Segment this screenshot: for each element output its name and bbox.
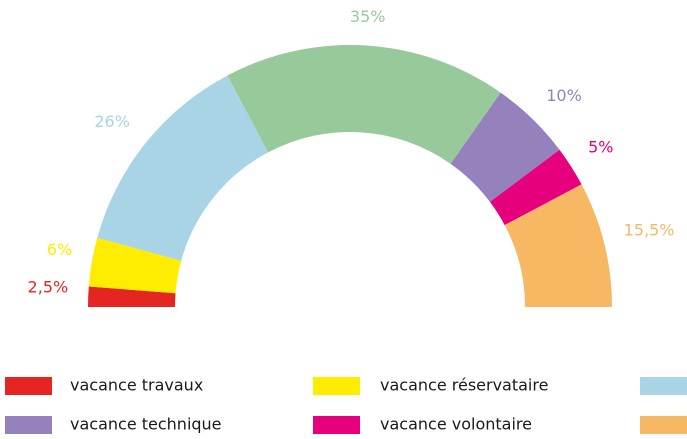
segment — [504, 184, 612, 307]
value-label: 5% — [588, 137, 613, 156]
value-label: 35% — [350, 7, 386, 26]
legend-label: vacance réservataire — [380, 376, 548, 395]
legend-swatch — [313, 416, 360, 434]
legend-swatch — [313, 377, 360, 395]
value-label: 2,5% — [28, 277, 69, 296]
value-label: 15,5% — [624, 221, 675, 240]
segment — [489, 149, 582, 226]
legend-swatch — [5, 416, 52, 434]
legend-label: vacance travaux — [70, 376, 203, 395]
value-label: 26% — [94, 112, 130, 131]
legend-swatch — [5, 377, 52, 395]
segment — [88, 237, 182, 294]
segment — [97, 75, 269, 261]
legend-label: vacance volontaire — [380, 415, 532, 434]
legend-swatch — [640, 377, 687, 395]
segment — [450, 92, 560, 202]
segment — [227, 44, 501, 164]
legend-label: vacance technique — [70, 415, 222, 434]
value-label: 10% — [546, 86, 582, 105]
legend-swatch — [640, 416, 687, 434]
segment — [88, 286, 176, 307]
value-label: 6% — [47, 240, 72, 259]
